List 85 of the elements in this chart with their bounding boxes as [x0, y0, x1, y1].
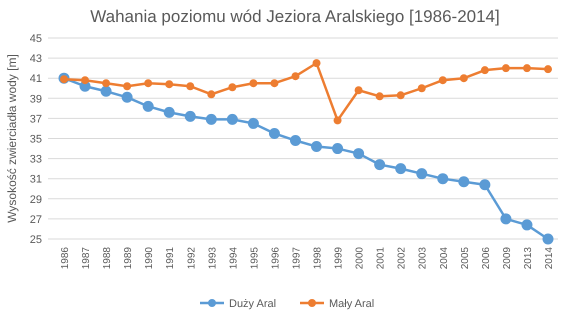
point — [353, 148, 364, 160]
y-tick-label: 41 — [30, 73, 42, 86]
x-tick-label: 2005 — [460, 246, 471, 270]
point — [522, 64, 531, 72]
x-tick-label: 1995 — [249, 246, 260, 270]
point — [500, 213, 512, 224]
x-tick-label: 1998 — [312, 246, 324, 270]
point — [480, 66, 489, 74]
point — [207, 90, 216, 98]
point — [311, 141, 322, 152]
x-tick-label: 1992 — [186, 246, 198, 270]
point — [418, 84, 426, 92]
x-tick-label: 2014 — [544, 246, 555, 270]
x-tick-label: 2003 — [418, 246, 429, 270]
y-tick-label: 39 — [30, 93, 42, 106]
point — [460, 74, 468, 82]
point — [438, 76, 447, 84]
point — [102, 79, 110, 88]
y-tick-label: 29 — [30, 194, 42, 206]
point — [60, 75, 68, 84]
point — [521, 219, 532, 230]
y-tick-label: 35 — [30, 134, 42, 146]
point — [206, 114, 217, 125]
point — [249, 79, 258, 88]
x-tick-label: 1997 — [291, 246, 302, 270]
y-tick-label: 45 — [30, 33, 42, 45]
y-tick-label: 37 — [30, 113, 42, 126]
y-tick-label: 31 — [30, 174, 42, 186]
point — [312, 59, 321, 68]
y-tick-label: 27 — [30, 214, 42, 226]
point — [458, 176, 470, 188]
point — [354, 86, 363, 94]
point — [122, 92, 133, 103]
point — [332, 143, 344, 154]
x-tick-label: 1996 — [270, 246, 282, 270]
legend-label: Mały Aral — [329, 298, 374, 310]
x-tick-label: 1999 — [334, 246, 345, 270]
point — [123, 82, 132, 90]
x-tick-label: 2004 — [438, 246, 450, 270]
point — [290, 135, 301, 146]
x-tick-label: 1993 — [207, 246, 218, 270]
point — [164, 106, 175, 118]
point — [142, 100, 154, 112]
point — [81, 76, 90, 84]
point — [184, 110, 196, 122]
point — [228, 83, 236, 92]
x-tick-label: 1988 — [102, 246, 114, 270]
point — [395, 163, 406, 174]
point — [376, 92, 384, 100]
x-tick-label: 2013 — [522, 246, 534, 270]
x-tick-label: 2000 — [354, 246, 366, 270]
x-tick-label: 2002 — [396, 246, 408, 270]
y-tick-label: 43 — [30, 53, 42, 66]
point — [186, 82, 194, 90]
y-tick-label: 25 — [30, 234, 42, 246]
x-tick-label: 1990 — [144, 246, 156, 270]
point — [437, 173, 448, 184]
y-tick-label: 33 — [30, 154, 42, 166]
x-tick-label: 2001 — [376, 246, 387, 270]
x-tick-label: 2009 — [502, 246, 513, 270]
point — [248, 118, 259, 129]
chart-title: Wahania poziomu wód Jeziora Aralskiego [1986-2014] — [90, 7, 500, 26]
x-tick-label: 1994 — [228, 246, 240, 270]
y-axis-title: Wysokość zwierciadła wody [m] — [5, 54, 19, 223]
point — [479, 179, 490, 190]
x-tick-label: 2006 — [480, 246, 492, 270]
legend-label: Duży Aral — [229, 298, 276, 310]
x-tick-label: 1986 — [60, 246, 71, 270]
point — [544, 65, 552, 74]
point — [502, 64, 510, 72]
point — [144, 79, 152, 88]
point — [334, 116, 342, 124]
x-tick-label: 1989 — [123, 246, 134, 270]
point — [268, 128, 280, 139]
point — [542, 234, 554, 244]
point — [374, 159, 386, 170]
point — [165, 80, 174, 88]
point — [100, 86, 112, 97]
point — [226, 114, 238, 125]
x-tick-label: 1991 — [165, 246, 176, 270]
point — [396, 91, 405, 100]
point — [270, 79, 278, 88]
x-tick-label: 1987 — [81, 246, 92, 270]
point — [416, 168, 428, 180]
point — [291, 72, 300, 80]
